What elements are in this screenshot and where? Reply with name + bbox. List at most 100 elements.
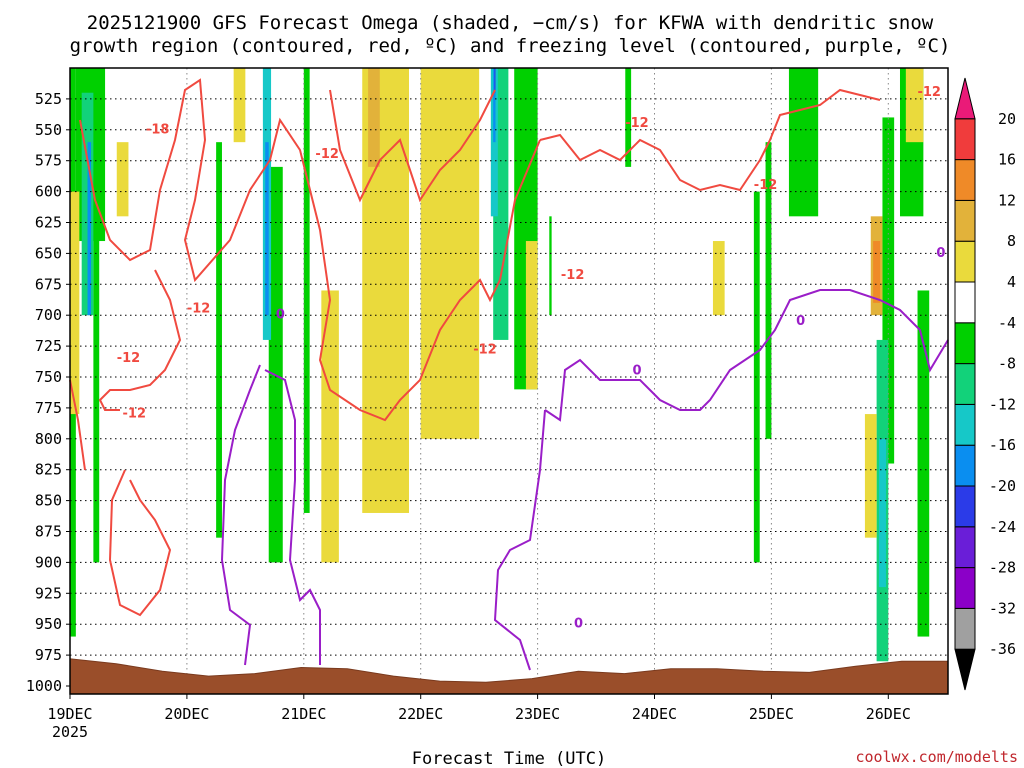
colorbar-segment bbox=[954, 526, 976, 569]
colorbar-segment bbox=[954, 77, 976, 120]
omega-shade-cell bbox=[268, 166, 283, 563]
colorbar-level-label: -16 bbox=[989, 436, 1016, 454]
colorbar-segment bbox=[954, 607, 976, 650]
colorbar: -36 -32 -28 -24 -20 -16 -12 -8 -4 4 8 12 16 20 bbox=[954, 77, 1016, 691]
y-tick-label: 775 bbox=[35, 399, 62, 417]
colorbar-level-label: 16 bbox=[998, 151, 1016, 169]
dendritic-contour-label: -12 bbox=[917, 85, 941, 100]
omega-shade-cell bbox=[321, 290, 339, 563]
colorbar-segment bbox=[954, 363, 976, 405]
y-tick-label: 675 bbox=[35, 275, 62, 293]
freezing-contour-label: 0 bbox=[632, 363, 641, 378]
freezing-contour-line bbox=[544, 289, 949, 422]
contours bbox=[69, 78, 949, 671]
omega-shade-cell bbox=[303, 68, 310, 513]
freezing-contour-line bbox=[264, 369, 321, 665]
y-tick-label: 1000 bbox=[26, 677, 62, 695]
dendritic-contour-label: -12 bbox=[473, 342, 497, 357]
omega-shade-cell bbox=[878, 438, 886, 588]
x-tick-label: 23DEC bbox=[515, 705, 560, 723]
dendritic-contour-label: -12 bbox=[754, 178, 778, 193]
freezing-contour-label: 0 bbox=[936, 246, 945, 261]
chart-title-line-2: growth region (contoured, red, ºC) and f… bbox=[70, 35, 951, 57]
y-tick-label: 825 bbox=[35, 461, 62, 479]
omega-shade-cell bbox=[549, 216, 552, 316]
colorbar-segment bbox=[954, 444, 976, 487]
omega-shade-cell bbox=[87, 142, 92, 316]
contour-labels: -18 -12 -12 -12 -12 -12 -12 -12 -12 -12 0 0 0 0 0 bbox=[117, 85, 946, 631]
colorbar-level-label: -32 bbox=[989, 599, 1016, 617]
omega-shade-cell bbox=[525, 241, 538, 390]
y-tick-label: 600 bbox=[35, 183, 62, 201]
colorbar-level-label: 4 bbox=[1007, 273, 1016, 291]
colorbar-segment bbox=[954, 281, 976, 324]
credit-link[interactable]: coolwx.com/modelts bbox=[855, 748, 1018, 766]
dendritic-contour-line bbox=[108, 469, 172, 617]
y-tick-label: 875 bbox=[35, 523, 62, 541]
x-tick-label: 24DEC bbox=[632, 705, 677, 723]
colorbar-level-label: -36 bbox=[989, 640, 1016, 658]
omega-shade-cell bbox=[625, 68, 632, 167]
dendritic-contour-label: -12 bbox=[117, 351, 141, 366]
dendritic-contour-label: -12 bbox=[625, 116, 649, 131]
omega-shade-cell bbox=[765, 142, 772, 439]
freezing-contour-line bbox=[493, 409, 546, 671]
colorbar-level-label: -12 bbox=[989, 395, 1016, 413]
surface-terrain-fill bbox=[69, 658, 949, 695]
dendritic-contour-label: -12 bbox=[561, 268, 585, 283]
omega-shade-cell bbox=[788, 68, 819, 217]
y-tick-label: 950 bbox=[35, 615, 62, 633]
omega-shade-cell bbox=[216, 142, 222, 538]
omega-shading bbox=[70, 68, 930, 662]
dendritic-contour-label: -12 bbox=[123, 407, 147, 422]
y-tick-label: 975 bbox=[35, 646, 62, 664]
x-tick-label: 25DEC bbox=[749, 705, 794, 723]
omega-shade-cell bbox=[265, 142, 269, 316]
omega-shade-cell bbox=[712, 241, 725, 316]
colorbar-level-label: 12 bbox=[998, 191, 1016, 209]
x-tick-label: 22DEC bbox=[398, 705, 443, 723]
omega-shade-cell bbox=[753, 191, 760, 563]
y-tick-label: 525 bbox=[35, 90, 62, 108]
dendritic-contour-line bbox=[329, 89, 496, 203]
colorbar-segment bbox=[954, 118, 976, 161]
dendritic-contour-label: -12 bbox=[187, 302, 211, 317]
y-tick-label: 575 bbox=[35, 152, 62, 170]
colorbar-level-label: -4 bbox=[998, 314, 1016, 332]
colorbar-level-label: -8 bbox=[998, 355, 1016, 373]
colorbar-segment bbox=[954, 567, 976, 609]
axes: 525 550 575 600 625 650 675 700 725 750 775 800 825 8… bbox=[26, 90, 911, 741]
omega-shade-cell bbox=[70, 191, 80, 415]
colorbar-level-label: -28 bbox=[989, 559, 1016, 577]
freezing-contour-label: 0 bbox=[796, 314, 805, 329]
freezing-contour-line bbox=[220, 364, 261, 666]
colorbar-level-label: 20 bbox=[998, 110, 1016, 128]
y-tick-label: 800 bbox=[35, 430, 62, 448]
x-tick-label: 20DEC bbox=[164, 705, 209, 723]
dendritic-contour-line bbox=[98, 269, 182, 411]
colorbar-segment bbox=[954, 199, 976, 242]
omega-shade-cell bbox=[882, 117, 895, 464]
plot-frame bbox=[69, 67, 949, 695]
x-axis-title: Forecast Time (UTC) bbox=[412, 749, 606, 768]
colorbar-segment bbox=[954, 485, 976, 528]
y-tick-label: 900 bbox=[35, 553, 62, 571]
x-tick-label: 21DEC bbox=[281, 705, 326, 723]
chart-title-line-1: 2025121900 GFS Forecast Omega (shaded, −… bbox=[87, 12, 934, 34]
y-tick-label: 650 bbox=[35, 244, 62, 262]
y-tick-label: 625 bbox=[35, 214, 62, 232]
dendritic-contour-line bbox=[69, 379, 86, 471]
omega-shade-cell bbox=[493, 68, 496, 143]
dendritic-contour-line bbox=[539, 88, 881, 192]
colorbar-segment bbox=[954, 403, 976, 446]
plot-area: -18 -12 -12 -12 -12 -12 -12 -12 -12 -12 0 0 0 0 0 bbox=[69, 67, 949, 695]
y-tick-label: 925 bbox=[35, 584, 62, 602]
y-tick-label: 550 bbox=[35, 121, 62, 139]
x-tick-label: 26DEC bbox=[866, 705, 911, 723]
freezing-contour-label: 0 bbox=[574, 617, 583, 632]
omega-shade-cell bbox=[873, 241, 881, 303]
colorbar-level-label: 8 bbox=[1007, 232, 1016, 250]
y-tick-label: 725 bbox=[35, 337, 62, 355]
colorbar-level-label: -20 bbox=[989, 477, 1016, 495]
